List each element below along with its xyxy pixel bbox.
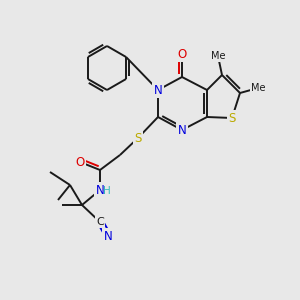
Text: N: N	[96, 184, 104, 196]
Text: O: O	[177, 47, 187, 61]
Text: S: S	[134, 131, 142, 145]
Text: S: S	[228, 112, 236, 124]
Text: N: N	[178, 124, 186, 136]
Text: Me: Me	[211, 51, 225, 61]
Text: H: H	[103, 186, 111, 196]
Text: C: C	[96, 217, 104, 227]
Text: O: O	[75, 155, 85, 169]
Text: Me: Me	[251, 83, 265, 93]
Text: N: N	[154, 83, 162, 97]
Text: N: N	[103, 230, 112, 242]
